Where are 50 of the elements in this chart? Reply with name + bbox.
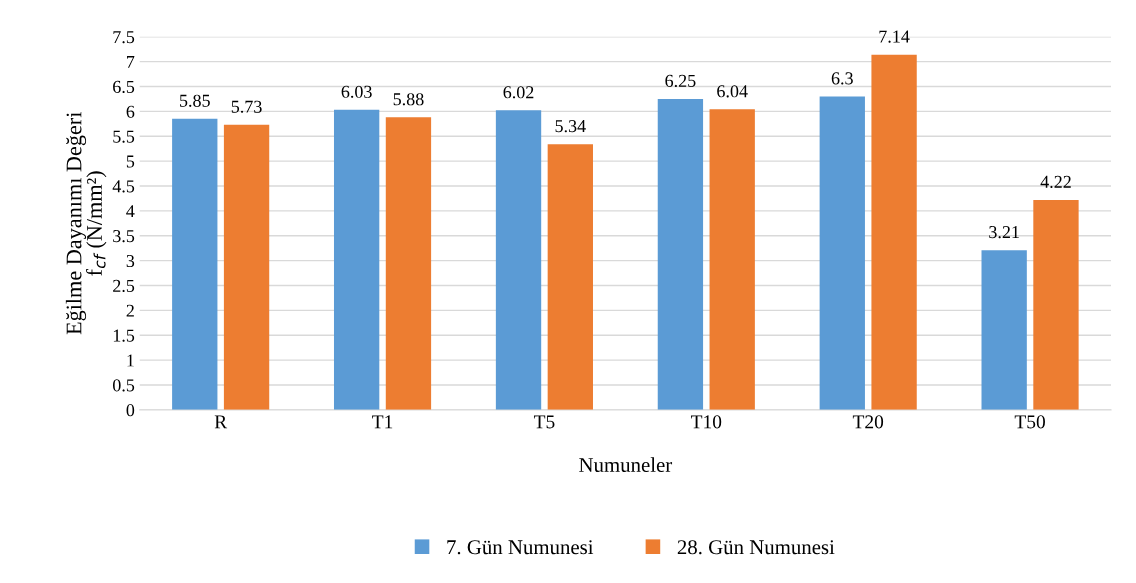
data-label: 6.25: [665, 74, 696, 87]
y-tick-label: 5.5: [113, 130, 135, 143]
x-tick-label: T20: [852, 415, 884, 429]
y-tick-label: 2: [126, 304, 134, 317]
bar: [871, 54, 917, 410]
bar: [172, 118, 218, 410]
y-axis-title: Eğilme Dayanımı Değeri f$_{cf}$ (N/mm²): [65, 112, 107, 335]
data-label: 5.88: [393, 93, 424, 106]
data-label: 6.03: [341, 85, 372, 98]
y-tick-label: 3: [126, 254, 135, 268]
y-tick-label: 7: [127, 56, 135, 68]
bar: [981, 250, 1027, 410]
y-tick-label: 3.5: [113, 230, 135, 243]
legend-label: 28. Gün Numunesi: [677, 540, 835, 555]
x-tick-label: T5: [533, 415, 555, 429]
y-tick-label: 6.5: [113, 80, 135, 93]
x-tick-label: T1: [372, 415, 393, 429]
y-tick-label: 4: [126, 205, 135, 218]
data-label: 3.21: [989, 226, 1019, 239]
data-label: 6.04: [717, 85, 748, 98]
data-label: 6.3: [831, 72, 853, 85]
bar: [385, 117, 432, 410]
y-tick-label: 1.5: [113, 329, 135, 342]
bar: [709, 109, 755, 410]
y-tick-label: 0: [126, 404, 135, 417]
y-tick-label: 5: [126, 155, 135, 168]
bar: [333, 109, 380, 410]
y-tick-label: 2.5: [113, 279, 135, 292]
x-tick-label: T50: [1014, 415, 1045, 429]
y-tick-label: 4.5: [112, 180, 135, 193]
bar: [223, 124, 270, 410]
data-label: 5.85: [180, 94, 210, 107]
bar: [657, 98, 704, 410]
y-tick-label: 1: [127, 354, 134, 367]
bar: [1033, 199, 1079, 410]
legend-label: 7. Gün Numunesi: [447, 540, 594, 555]
y-tick-label: 7.5: [113, 31, 135, 44]
x-tick-label: R: [214, 415, 228, 429]
x-axis-title: Numuneler: [579, 457, 673, 473]
y-tick-label: 0.5: [112, 379, 135, 392]
y-tick-label: 6: [126, 105, 135, 118]
data-label: 5.34: [555, 120, 586, 133]
bar: [819, 96, 865, 410]
data-label: 5.73: [231, 100, 262, 113]
data-label: 4.22: [1040, 175, 1071, 188]
data-label: 7.14: [879, 30, 910, 43]
x-tick-label: T10: [691, 415, 722, 429]
bar: [495, 110, 542, 410]
bar: [547, 144, 593, 410]
data-label: 6.02: [503, 86, 534, 99]
